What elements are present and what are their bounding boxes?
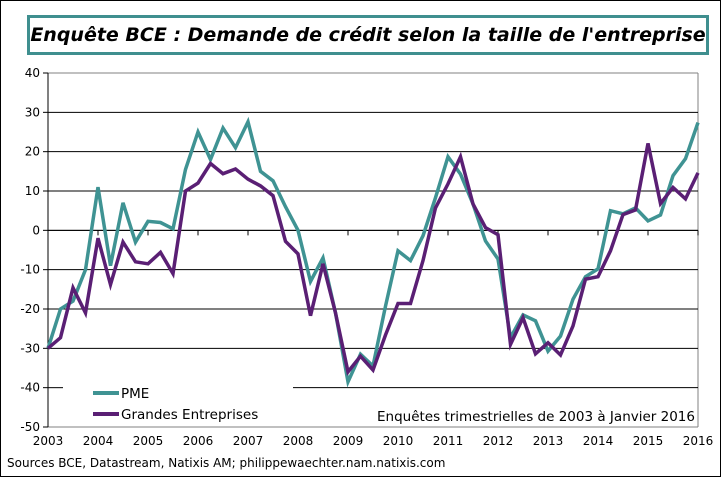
x-tick-label: 2012 bbox=[483, 434, 514, 448]
x-tick-label: 2016 bbox=[683, 434, 714, 448]
source-note: Sources BCE, Datastream, Natixis AM; phi… bbox=[7, 456, 446, 470]
series-line-grandes-entreprises bbox=[46, 143, 700, 376]
y-tick-label: 0 bbox=[32, 223, 40, 237]
y-tick-label: -50 bbox=[20, 420, 40, 434]
y-tick-label: 10 bbox=[25, 184, 40, 198]
x-tick-label: 2008 bbox=[283, 434, 314, 448]
x-tick-label: 2006 bbox=[183, 434, 214, 448]
y-tick-label: -30 bbox=[20, 341, 40, 355]
x-tick-label: 2014 bbox=[583, 434, 614, 448]
x-tick-label: 2013 bbox=[533, 434, 564, 448]
x-tick-label: 2005 bbox=[133, 434, 164, 448]
y-tick-label: 40 bbox=[25, 66, 40, 80]
x-tick-label: 2009 bbox=[333, 434, 364, 448]
annotation: Enquêtes trimestrielles de 2003 à Janvie… bbox=[377, 409, 695, 425]
title-box: Enquête BCE : Demande de crédit selon la… bbox=[27, 15, 709, 55]
x-tick-label: 2011 bbox=[433, 434, 464, 448]
y-tick-label: 20 bbox=[25, 145, 40, 159]
series-line-pme bbox=[46, 116, 700, 388]
x-tick-label: 2003 bbox=[33, 434, 64, 448]
x-tick-label: 2015 bbox=[633, 434, 664, 448]
legend-label: PME bbox=[121, 386, 149, 402]
y-tick-label: -10 bbox=[20, 263, 40, 277]
x-tick-label: 2010 bbox=[383, 434, 414, 448]
legend-label: Grandes Entreprises bbox=[121, 407, 258, 423]
x-tick-label: 2004 bbox=[83, 434, 114, 448]
chart-title: Enquête BCE : Demande de crédit selon la… bbox=[30, 24, 706, 46]
y-tick-label: 30 bbox=[25, 105, 40, 119]
x-tick-label: 2007 bbox=[233, 434, 264, 448]
y-tick-label: -40 bbox=[20, 381, 40, 395]
y-tick-label: -20 bbox=[20, 302, 40, 316]
